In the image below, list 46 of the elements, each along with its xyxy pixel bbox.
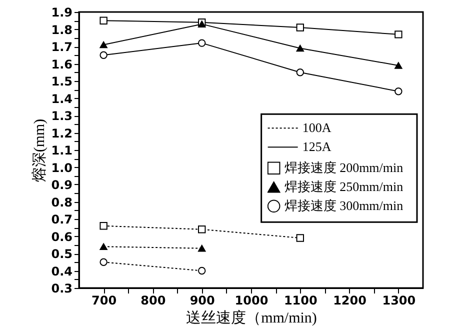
y-tick-label: 1.5 bbox=[51, 74, 72, 88]
y-tick-label: 1.6 bbox=[51, 57, 72, 72]
point bbox=[198, 225, 206, 234]
legend-label: 焊接速度 200mm/min bbox=[284, 160, 404, 176]
x-tick-label: 1100 bbox=[284, 294, 318, 308]
y-tick-label: 0.6 bbox=[51, 230, 72, 244]
point bbox=[296, 234, 304, 242]
point bbox=[100, 41, 108, 48]
y-axis-title: 熔深(mm) bbox=[31, 118, 48, 182]
annotation: 100A bbox=[302, 120, 332, 136]
annotation: 125A bbox=[302, 139, 332, 154]
y-tick-label: 0.9 bbox=[51, 178, 72, 192]
x-tick-label: 800 bbox=[140, 294, 166, 308]
y-tick-label: 1.3 bbox=[51, 109, 72, 123]
point bbox=[296, 24, 304, 32]
x-axis-title: 送丝速度（mm/min) bbox=[186, 310, 317, 326]
y-tick-label: 1.1 bbox=[51, 144, 72, 158]
y-tick-label: 0.7 bbox=[51, 212, 72, 226]
point bbox=[100, 51, 108, 59]
point bbox=[198, 266, 206, 275]
y-tick-label: 1.2 bbox=[51, 126, 72, 140]
x-tick-label: 1300 bbox=[382, 294, 416, 308]
x-tick-label: 1200 bbox=[333, 294, 366, 308]
point bbox=[394, 30, 402, 38]
point bbox=[394, 88, 402, 96]
point bbox=[296, 44, 304, 52]
y-tick-label: 1.4 bbox=[51, 92, 72, 106]
x-tick-label: 700 bbox=[92, 294, 117, 308]
y-tick-label: 0.4 bbox=[51, 264, 72, 278]
y-tick-label: 0.3 bbox=[51, 282, 72, 296]
point bbox=[100, 16, 108, 24]
point bbox=[394, 62, 402, 69]
point bbox=[296, 68, 304, 76]
point bbox=[198, 39, 206, 47]
x-tick-label: 900 bbox=[190, 294, 215, 308]
y-tick-label: 1.0 bbox=[51, 160, 72, 175]
y-tick-label: 0.5 bbox=[51, 247, 72, 261]
legend-label: 焊接速度 250mm/min bbox=[284, 179, 404, 194]
y-tick-label: 1.8 bbox=[51, 22, 72, 37]
point bbox=[100, 258, 108, 266]
legend-label: 焊接速度 300mm/min bbox=[284, 198, 404, 214]
x-tick-label: 1000 bbox=[234, 294, 268, 308]
y-tick-label: 1.7 bbox=[51, 40, 72, 54]
y-tick-label: 0.8 bbox=[51, 195, 72, 210]
y-tick-label: 1.9 bbox=[51, 6, 72, 20]
point bbox=[100, 222, 108, 230]
